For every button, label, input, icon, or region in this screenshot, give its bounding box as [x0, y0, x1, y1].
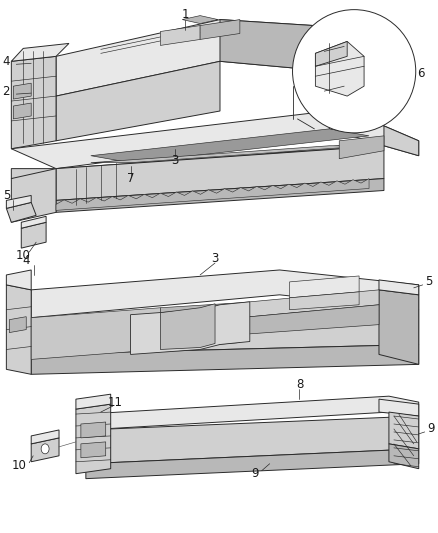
- Polygon shape: [379, 290, 419, 365]
- Polygon shape: [11, 168, 56, 222]
- Text: 9: 9: [251, 467, 258, 480]
- Polygon shape: [182, 15, 218, 23]
- Polygon shape: [220, 20, 329, 71]
- Polygon shape: [160, 303, 240, 350]
- Polygon shape: [31, 438, 59, 462]
- Polygon shape: [56, 179, 369, 211]
- Text: 10: 10: [12, 459, 27, 472]
- Polygon shape: [329, 111, 419, 156]
- Text: 7: 7: [127, 172, 134, 185]
- Text: 3: 3: [212, 252, 219, 264]
- Polygon shape: [11, 146, 384, 179]
- Text: 3: 3: [172, 154, 179, 167]
- Polygon shape: [7, 196, 31, 208]
- Polygon shape: [384, 126, 419, 156]
- Polygon shape: [7, 270, 31, 290]
- Polygon shape: [31, 430, 59, 444]
- Polygon shape: [9, 317, 26, 333]
- Text: 5: 5: [3, 189, 10, 202]
- Polygon shape: [200, 20, 240, 39]
- Polygon shape: [56, 179, 384, 212]
- Text: 8: 8: [296, 378, 303, 391]
- Polygon shape: [56, 20, 329, 96]
- Polygon shape: [31, 344, 419, 374]
- Text: 4: 4: [22, 254, 30, 266]
- Text: 9: 9: [427, 423, 434, 435]
- Polygon shape: [21, 216, 46, 228]
- Polygon shape: [240, 305, 379, 335]
- Polygon shape: [76, 404, 111, 474]
- Text: 10: 10: [16, 248, 31, 262]
- Polygon shape: [160, 26, 200, 45]
- Polygon shape: [290, 292, 359, 310]
- Polygon shape: [379, 280, 419, 295]
- Polygon shape: [56, 146, 384, 200]
- Ellipse shape: [41, 444, 49, 454]
- Polygon shape: [13, 83, 31, 99]
- Polygon shape: [11, 43, 69, 61]
- Polygon shape: [31, 308, 160, 359]
- Polygon shape: [86, 449, 419, 479]
- Polygon shape: [31, 270, 419, 318]
- Polygon shape: [379, 399, 419, 416]
- Polygon shape: [131, 302, 250, 354]
- Text: 6: 6: [417, 67, 424, 80]
- Polygon shape: [7, 203, 36, 222]
- Polygon shape: [389, 412, 419, 449]
- Polygon shape: [11, 111, 384, 168]
- Polygon shape: [86, 396, 419, 430]
- Polygon shape: [76, 394, 111, 409]
- Polygon shape: [56, 61, 220, 141]
- Polygon shape: [389, 444, 419, 469]
- Text: 5: 5: [425, 276, 432, 288]
- Polygon shape: [91, 146, 369, 163]
- Polygon shape: [7, 285, 31, 374]
- Polygon shape: [240, 290, 379, 318]
- Polygon shape: [31, 310, 419, 354]
- Text: 11: 11: [108, 395, 123, 409]
- Polygon shape: [86, 416, 419, 464]
- Polygon shape: [21, 222, 46, 248]
- Polygon shape: [315, 42, 364, 96]
- Polygon shape: [160, 304, 215, 350]
- Polygon shape: [13, 103, 31, 119]
- Text: 2: 2: [3, 85, 10, 98]
- Polygon shape: [81, 422, 106, 438]
- Polygon shape: [315, 42, 347, 66]
- Text: 1: 1: [181, 8, 189, 21]
- Circle shape: [293, 10, 416, 133]
- Polygon shape: [81, 442, 106, 458]
- Polygon shape: [339, 136, 384, 159]
- Text: 4: 4: [3, 55, 10, 68]
- Polygon shape: [290, 276, 359, 298]
- Polygon shape: [11, 56, 56, 149]
- Polygon shape: [91, 129, 369, 163]
